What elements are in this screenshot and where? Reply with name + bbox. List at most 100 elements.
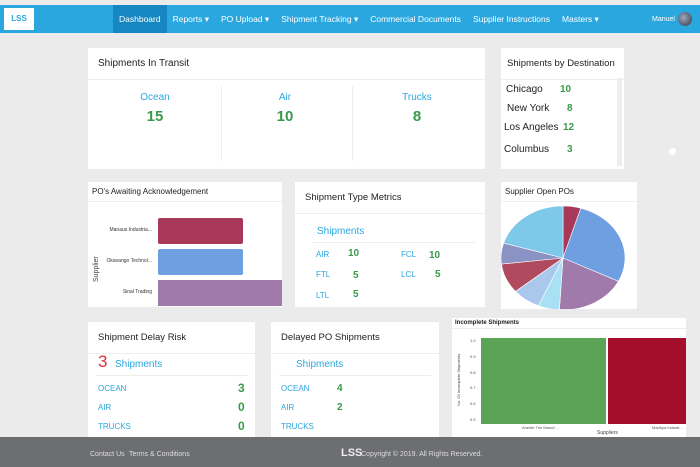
metric-value: 5 bbox=[353, 289, 359, 300]
bar[interactable] bbox=[608, 338, 686, 424]
shipments-in-transit-card: Shipments In Transit Ocean 15 Air 10 Truck… bbox=[88, 48, 485, 169]
metric-value: 10 bbox=[429, 250, 441, 261]
metric-value: 10 bbox=[348, 248, 360, 259]
delayed-label: AIR bbox=[281, 403, 295, 412]
shipments-by-destination-card: Shipments by Destination Chicago 10 New Y… bbox=[501, 48, 624, 169]
dest-value: 12 bbox=[563, 122, 575, 133]
x-tick: Aravite Tire Manuf... bbox=[522, 425, 558, 430]
tick: 0.5 bbox=[470, 416, 476, 422]
pie-slice[interactable] bbox=[503, 205, 564, 259]
card-title: Delayed PO Shipments bbox=[271, 322, 439, 354]
card-title: Supplier Open POs bbox=[501, 182, 637, 202]
metric-label: FCL bbox=[401, 250, 417, 259]
delayed-label: TRUCKS bbox=[281, 422, 314, 431]
delayed-label: OCEAN bbox=[281, 384, 310, 393]
supplier-open-pos-card: Supplier Open POs bbox=[501, 182, 637, 309]
scrollbar[interactable] bbox=[617, 78, 622, 166]
delay-value: 0 bbox=[238, 400, 245, 414]
bar-label: Okavango Technol... bbox=[106, 258, 153, 264]
top-nav: LSS Dashboard Reports ▾ PO Upload ▾ Ship… bbox=[0, 5, 700, 33]
delayed-value: 2 bbox=[337, 402, 343, 413]
metric-label: LCL bbox=[401, 270, 416, 279]
delay-count: 3 bbox=[98, 352, 108, 371]
scroll-dot bbox=[669, 148, 676, 155]
nav-supplier-instructions[interactable]: Supplier Instructions bbox=[472, 14, 550, 24]
footer-logo: LSS bbox=[341, 447, 363, 459]
dest-city: Los Angeles bbox=[504, 122, 559, 133]
delayed-po-shipments-card: Delayed PO Shipments Shipments OCEAN 4 AI… bbox=[271, 322, 439, 437]
nav-po-upload[interactable]: PO Upload ▾ bbox=[220, 14, 270, 24]
stat-value: 10 bbox=[276, 108, 294, 125]
stat-air[interactable]: Air 10 bbox=[220, 92, 350, 125]
bar[interactable] bbox=[158, 280, 282, 306]
delayed-subtitle: Shipments bbox=[296, 359, 344, 370]
card-title: Shipment Type Metrics bbox=[295, 182, 485, 214]
y-axis-label: No. Of Incomplete Shipments bbox=[456, 353, 461, 406]
card-title: PO's Awaiting Acknowledgement bbox=[88, 182, 282, 202]
metric-value: 5 bbox=[435, 269, 441, 280]
dest-row: New York 8 bbox=[507, 103, 573, 114]
footer: Contact Us Terms & Conditions LSS Copyri… bbox=[0, 437, 700, 467]
dest-city: New York bbox=[507, 103, 550, 114]
x-tick: Madhya Industr... bbox=[652, 425, 683, 430]
shipment-delay-risk-card: Shipment Delay Risk 3 Shipments OCEAN 3 A… bbox=[88, 322, 255, 437]
pos-awaiting-ack-card: PO's Awaiting Acknowledgement Supplier M… bbox=[88, 182, 282, 307]
delay-label: OCEAN bbox=[98, 384, 127, 393]
dest-value: 10 bbox=[560, 84, 572, 95]
stat-label: Air bbox=[278, 92, 292, 103]
metric-label: AIR bbox=[316, 250, 330, 259]
nav-shipment-tracking[interactable]: Shipment Tracking ▾ bbox=[281, 14, 359, 24]
tick: 1.0 bbox=[470, 338, 476, 343]
bar-label: Manaus Industria... bbox=[109, 227, 152, 233]
pie-chart bbox=[501, 205, 626, 309]
card-title: Shipments In Transit bbox=[88, 48, 485, 80]
metric-label: FTL bbox=[316, 270, 331, 279]
bar[interactable] bbox=[158, 249, 243, 275]
shipment-type-metrics-card: Shipment Type Metrics Shipments AIR 10 FC… bbox=[295, 182, 485, 307]
delay-value: 3 bbox=[238, 381, 245, 395]
stat-label: Ocean bbox=[140, 92, 170, 103]
tick: 0.9 bbox=[470, 353, 476, 359]
dest-row: Columbus 3 bbox=[504, 144, 573, 155]
y-axis-label: Supplier bbox=[93, 256, 100, 282]
tick: 0.8 bbox=[470, 369, 476, 375]
terms-link[interactable]: Terms & Conditions bbox=[129, 451, 190, 458]
delay-value: 0 bbox=[238, 419, 245, 433]
metrics-subtitle: Shipments bbox=[317, 226, 365, 237]
pie-slice[interactable] bbox=[559, 257, 619, 309]
dest-value: 3 bbox=[567, 144, 573, 155]
stat-trucks[interactable]: Trucks 8 bbox=[352, 92, 482, 125]
dest-row: Los Angeles 12 bbox=[504, 122, 574, 133]
pie-slice[interactable] bbox=[562, 207, 626, 282]
stat-value: 15 bbox=[146, 108, 164, 125]
x-axis-label: Suppliers bbox=[597, 430, 618, 436]
user-name: Manuel bbox=[652, 15, 675, 23]
y-axis-ticks: 1.0 0.9 0.8 0.7 0.6 0.5 bbox=[470, 338, 476, 422]
tick: 0.6 bbox=[470, 401, 476, 407]
main-menu: Dashboard Reports ▾ PO Upload ▾ Shipment… bbox=[113, 5, 605, 33]
logo[interactable]: LSS bbox=[4, 8, 34, 30]
metric-value: 5 bbox=[353, 270, 359, 281]
card-title: Incomplete Shipments bbox=[452, 318, 686, 329]
nav-masters[interactable]: Masters ▾ bbox=[561, 14, 599, 24]
nav-reports[interactable]: Reports ▾ bbox=[172, 14, 209, 24]
card-title: Shipments by Destination bbox=[501, 48, 624, 80]
bar[interactable] bbox=[481, 338, 606, 424]
avatar bbox=[678, 12, 692, 26]
delay-label: AIR bbox=[98, 403, 112, 412]
card-title: Shipment Delay Risk bbox=[88, 322, 255, 354]
incomplete-shipments-card: Incomplete Shipments No. Of Incomplete S… bbox=[452, 318, 686, 437]
dest-city: Columbus bbox=[504, 144, 550, 155]
nav-dashboard[interactable]: Dashboard bbox=[113, 5, 167, 33]
contact-us-link[interactable]: Contact Us bbox=[90, 451, 125, 458]
nav-commercial-documents[interactable]: Commercial Documents bbox=[370, 14, 461, 24]
stat-value: 8 bbox=[412, 108, 422, 125]
tick: 0.7 bbox=[470, 385, 476, 391]
delayed-value: 4 bbox=[337, 383, 343, 394]
copyright: Copyright © 2019. All Rights Reserved. bbox=[361, 451, 483, 458]
delay-subtitle: Shipments bbox=[115, 359, 163, 370]
stat-ocean[interactable]: Ocean 15 bbox=[90, 92, 220, 125]
bar[interactable] bbox=[158, 218, 243, 244]
user-menu[interactable]: Manuel bbox=[652, 5, 692, 33]
metric-label: LTL bbox=[316, 291, 330, 300]
